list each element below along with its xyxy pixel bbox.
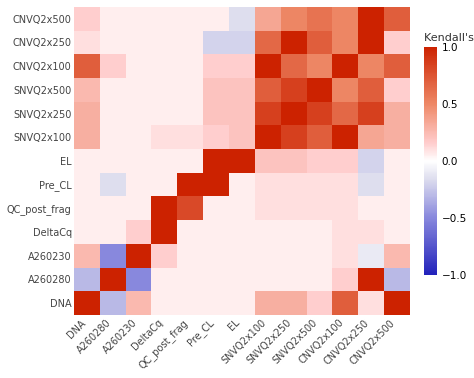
Text: Kendall's Tau: Kendall's Tau bbox=[424, 33, 474, 43]
